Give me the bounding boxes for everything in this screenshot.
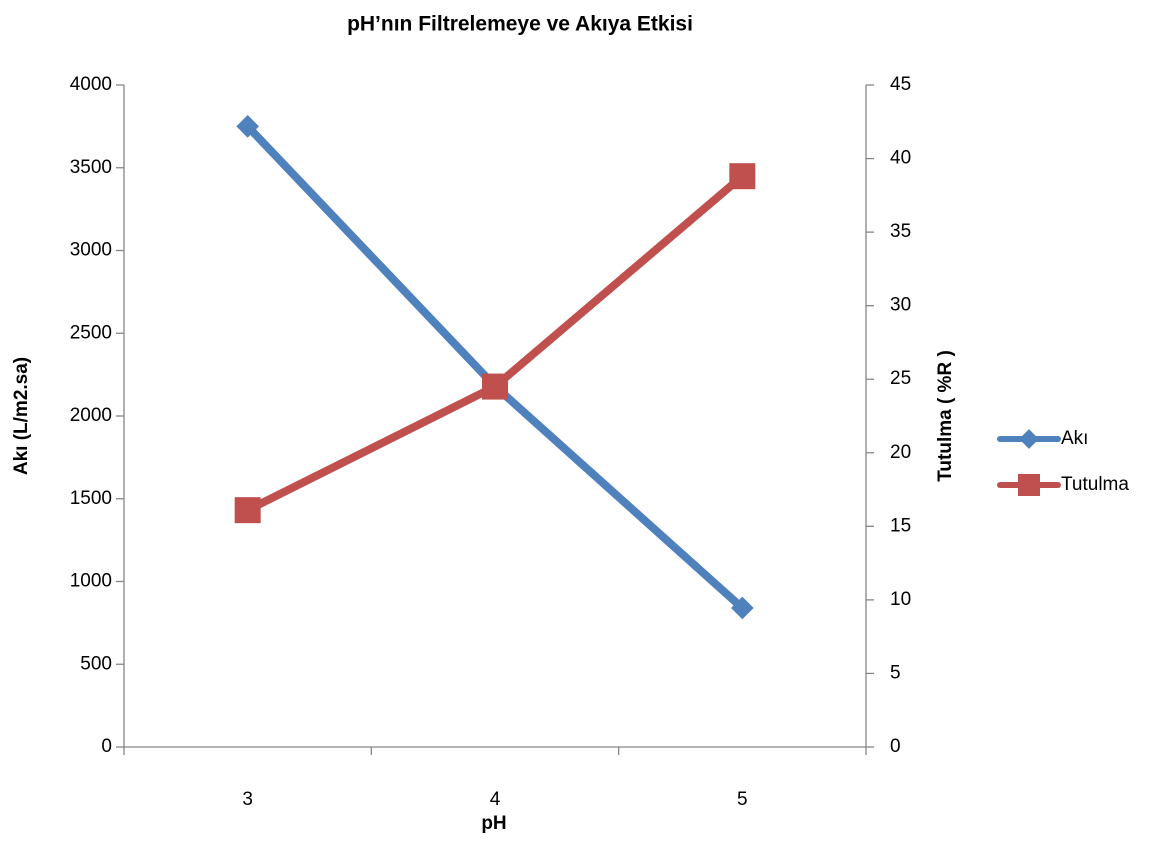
x-tick-label: 5 bbox=[737, 789, 748, 810]
right-y-tick-label: 35 bbox=[890, 221, 911, 242]
series-layer bbox=[234, 115, 756, 620]
left-y-axis-label: Akı (L/m2.sa) bbox=[11, 357, 32, 475]
series-line-tutulma bbox=[243, 172, 747, 515]
legend-item-aki: Akı bbox=[997, 428, 1088, 449]
data-point-aki bbox=[731, 596, 754, 620]
left-y-tick-label: 1500 bbox=[70, 488, 112, 509]
chart-title: pH’nın Filtrelemeye ve Akıya Etkisi bbox=[347, 13, 693, 36]
legend-item-tutulma: Tutulma bbox=[997, 474, 1129, 496]
right-y-tick-label: 20 bbox=[890, 442, 911, 463]
right-y-tick-label: 25 bbox=[890, 368, 911, 389]
right-y-tick-label: 45 bbox=[890, 74, 911, 95]
data-point-tutulma bbox=[729, 163, 756, 190]
data-point-tutulma bbox=[234, 497, 261, 524]
left-y-tick-label: 2000 bbox=[70, 405, 112, 426]
left-y-tick-label: 3000 bbox=[70, 240, 112, 261]
right-y-tick-label: 5 bbox=[890, 662, 901, 683]
left-y-tick-label: 500 bbox=[80, 653, 112, 674]
left-y-axis-ticks: 0 500 1000 1500 2000 2500 3000 3500 4000 bbox=[70, 74, 124, 757]
left-y-tick-label: 4000 bbox=[70, 74, 112, 95]
left-y-tick-label: 0 bbox=[101, 736, 112, 757]
right-y-tick-label: 15 bbox=[890, 515, 911, 536]
legend: Akı Tutulma bbox=[997, 428, 1129, 496]
x-axis-label: pH bbox=[481, 813, 506, 834]
x-axis-ticks: 3 4 5 bbox=[123, 747, 867, 810]
left-y-tick-label: 2500 bbox=[70, 322, 112, 343]
right-y-tick-label: 40 bbox=[890, 148, 911, 169]
left-y-tick-label: 1000 bbox=[70, 571, 112, 592]
right-y-axis-ticks: 0 5 10 15 20 25 30 35 40 45 bbox=[866, 74, 911, 757]
right-y-tick-label: 10 bbox=[890, 589, 911, 610]
legend-square-marker bbox=[1018, 474, 1040, 496]
right-y-tick-label: 0 bbox=[890, 736, 901, 757]
x-tick-label: 4 bbox=[490, 789, 501, 810]
legend-label-tutulma: Tutulma bbox=[1061, 474, 1129, 495]
right-y-tick-label: 30 bbox=[890, 295, 911, 316]
legend-label-aki: Akı bbox=[1061, 428, 1088, 449]
right-y-axis-label: Tutulma ( %R ) bbox=[935, 350, 956, 482]
x-tick-label: 3 bbox=[242, 789, 253, 810]
series-line-aki bbox=[243, 122, 747, 612]
legend-diamond-marker bbox=[1019, 429, 1039, 449]
data-point-tutulma bbox=[482, 373, 508, 400]
left-y-tick-label: 3500 bbox=[70, 157, 112, 178]
